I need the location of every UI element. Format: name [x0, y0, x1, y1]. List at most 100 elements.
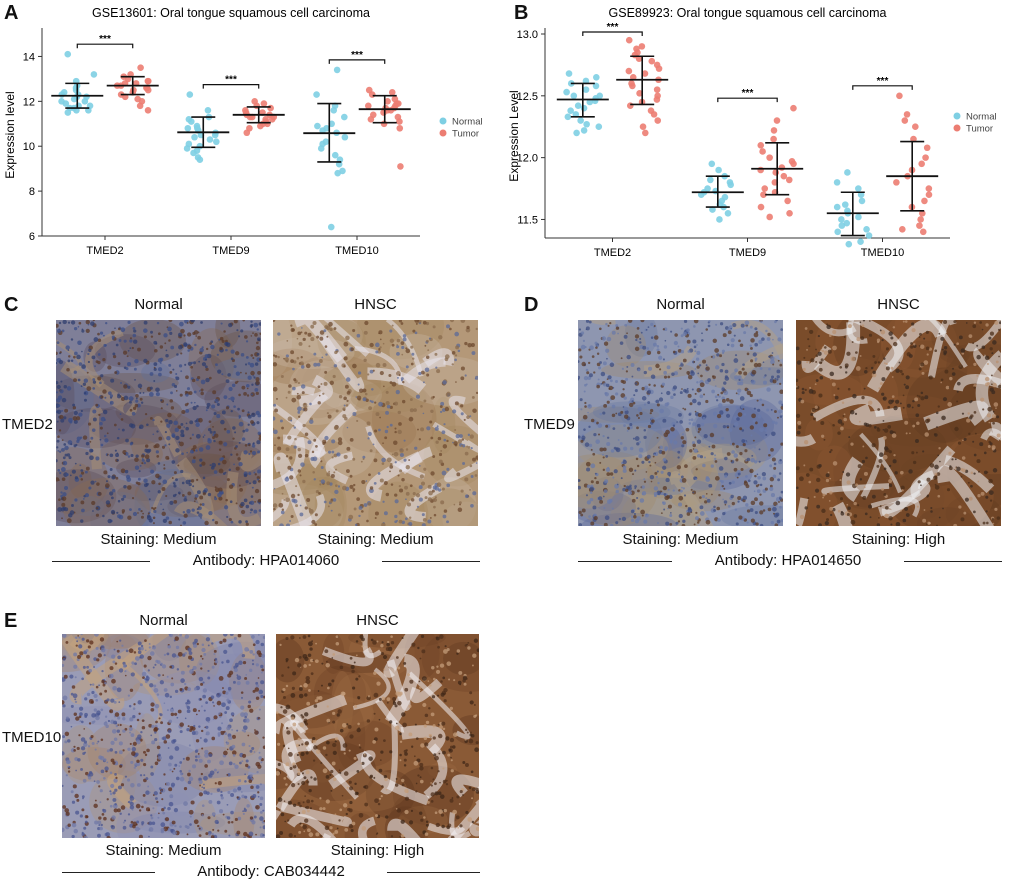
- cell-nucleus: [227, 820, 231, 824]
- cell-nucleus: [598, 366, 602, 370]
- cell-nucleus: [635, 457, 639, 461]
- cell-nucleus: [728, 325, 733, 329]
- cell-nucleus: [398, 484, 401, 488]
- cell-nucleus: [951, 458, 954, 461]
- cell-nucleus: [254, 500, 256, 503]
- cell-nucleus: [465, 728, 468, 732]
- cell-nucleus: [169, 331, 173, 335]
- cell-nucleus: [979, 442, 984, 447]
- cell-nucleus: [423, 724, 427, 728]
- cell-nucleus: [180, 469, 184, 474]
- cell-nucleus: [373, 737, 378, 742]
- cell-nucleus: [578, 435, 581, 439]
- cell-nucleus: [274, 408, 278, 413]
- cell-nucleus: [750, 346, 753, 350]
- cell-nucleus: [293, 834, 297, 838]
- cell-nucleus: [140, 515, 144, 519]
- cell-nucleus: [105, 480, 108, 483]
- cell-nucleus: [319, 330, 325, 335]
- cell-nucleus: [903, 333, 907, 337]
- cell-nucleus: [370, 638, 374, 642]
- cell-nucleus: [431, 665, 435, 670]
- cell-nucleus: [228, 735, 233, 741]
- cell-nucleus: [231, 821, 234, 824]
- cell-nucleus: [645, 329, 648, 331]
- cell-nucleus: [594, 476, 597, 480]
- cell-nucleus: [774, 410, 777, 413]
- cell-nucleus: [375, 342, 380, 348]
- cell-nucleus: [308, 508, 314, 514]
- cell-nucleus: [655, 363, 660, 369]
- cell-nucleus: [256, 650, 262, 655]
- cell-nucleus: [892, 431, 895, 434]
- cell-nucleus: [374, 727, 379, 732]
- cell-nucleus: [87, 645, 91, 649]
- cell-nucleus: [252, 480, 257, 485]
- cell-nucleus: [249, 668, 253, 673]
- cell-nucleus: [144, 680, 148, 684]
- chart-a-significance-label: ***: [99, 34, 111, 45]
- cell-nucleus: [70, 790, 74, 794]
- cell-nucleus: [81, 832, 85, 837]
- cell-nucleus: [385, 492, 390, 497]
- cell-nucleus: [132, 339, 138, 344]
- tissue-region: [796, 373, 864, 406]
- cell-nucleus: [175, 373, 178, 376]
- cell-nucleus: [765, 433, 768, 436]
- cell-nucleus: [56, 329, 61, 334]
- cell-nucleus: [758, 339, 763, 345]
- cell-nucleus: [847, 387, 851, 391]
- cell-nucleus: [211, 462, 216, 468]
- cell-nucleus: [176, 716, 179, 719]
- cell-nucleus: [686, 387, 689, 390]
- cell-nucleus: [155, 450, 159, 454]
- cell-nucleus: [169, 399, 174, 403]
- cell-nucleus: [337, 485, 341, 488]
- cell-nucleus: [394, 514, 398, 519]
- cell-nucleus: [814, 383, 817, 386]
- cell-nucleus: [259, 332, 261, 336]
- cell-nucleus: [209, 342, 212, 345]
- cell-nucleus: [186, 387, 191, 391]
- cell-nucleus: [917, 403, 921, 407]
- cell-nucleus: [301, 391, 305, 395]
- cell-nucleus: [259, 796, 264, 801]
- cell-nucleus: [138, 809, 142, 812]
- chart-a-point-normal: [314, 122, 321, 130]
- chart-b-point-tumor: [772, 169, 780, 176]
- cell-nucleus: [735, 392, 738, 395]
- cell-nucleus: [913, 343, 916, 346]
- cell-nucleus: [324, 370, 328, 374]
- cell-nucleus: [216, 700, 222, 706]
- cell-nucleus: [128, 648, 134, 654]
- cell-nucleus: [73, 327, 78, 331]
- cell-nucleus: [640, 320, 645, 323]
- cell-nucleus: [637, 416, 640, 420]
- cell-nucleus: [292, 764, 297, 769]
- cell-nucleus: [93, 337, 99, 342]
- cell-nucleus: [991, 352, 994, 355]
- cell-nucleus: [131, 346, 134, 350]
- cell-nucleus: [823, 438, 826, 441]
- cell-nucleus: [320, 466, 324, 469]
- cell-nucleus: [438, 452, 443, 457]
- cell-nucleus: [299, 822, 302, 825]
- cell-nucleus: [74, 700, 78, 704]
- cell-nucleus: [398, 519, 403, 524]
- cell-nucleus: [373, 692, 379, 698]
- cell-nucleus: [116, 729, 120, 733]
- cell-nucleus: [291, 397, 297, 403]
- cell-nucleus: [399, 488, 404, 493]
- cell-nucleus: [218, 440, 223, 445]
- cell-nucleus: [70, 725, 73, 728]
- cell-nucleus: [677, 349, 682, 353]
- chart-b-point-tumor: [921, 197, 928, 205]
- cell-nucleus: [67, 321, 71, 324]
- cell-nucleus: [187, 491, 192, 496]
- chart-b-point-normal: [838, 222, 846, 229]
- cell-nucleus: [878, 458, 883, 463]
- cell-nucleus: [211, 518, 215, 522]
- tissue-region: [348, 634, 446, 649]
- cell-nucleus: [832, 329, 837, 335]
- cell-nucleus: [876, 523, 881, 526]
